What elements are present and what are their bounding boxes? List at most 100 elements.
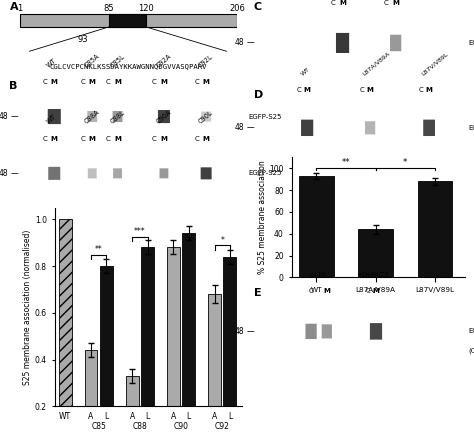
Text: C: C bbox=[42, 136, 47, 142]
FancyBboxPatch shape bbox=[423, 120, 435, 136]
Bar bbox=[418, 181, 452, 277]
Text: C: C bbox=[81, 79, 85, 85]
Text: WT: WT bbox=[59, 412, 71, 421]
FancyBboxPatch shape bbox=[48, 167, 60, 180]
Text: M: M bbox=[203, 136, 210, 142]
Text: *: * bbox=[403, 158, 407, 166]
Text: M: M bbox=[373, 288, 380, 294]
Text: C: C bbox=[152, 136, 157, 142]
Text: CGLCVCPCNKLKSSDAYKKAWGNNQDGVVASQPARV: CGLCVCPCNKLKSSDAYKKAWGNNQDGVVASQPARV bbox=[49, 63, 207, 69]
Text: L87V/V89L: L87V/V89L bbox=[421, 51, 450, 76]
Text: C: C bbox=[42, 79, 47, 85]
Text: —: — bbox=[11, 169, 18, 178]
Text: —: — bbox=[246, 327, 254, 336]
Text: M: M bbox=[367, 87, 374, 94]
Text: WT: WT bbox=[46, 114, 58, 125]
Text: M: M bbox=[203, 79, 210, 85]
Text: C: C bbox=[194, 136, 199, 142]
Text: 206: 206 bbox=[229, 4, 245, 13]
Text: L: L bbox=[228, 412, 232, 421]
Text: 48: 48 bbox=[235, 123, 244, 132]
Text: **: ** bbox=[95, 245, 102, 254]
Text: 48: 48 bbox=[0, 112, 8, 121]
FancyBboxPatch shape bbox=[301, 120, 313, 136]
Text: EGFP-S25: EGFP-S25 bbox=[468, 40, 474, 46]
Text: —: — bbox=[246, 123, 254, 132]
Text: C92A: C92A bbox=[155, 52, 173, 68]
Text: M: M bbox=[161, 79, 167, 85]
Text: C: C bbox=[81, 136, 85, 142]
Bar bbox=[84, 350, 98, 437]
FancyBboxPatch shape bbox=[322, 324, 332, 338]
Text: L87A/V89A: L87A/V89A bbox=[362, 51, 392, 76]
Text: M: M bbox=[114, 79, 121, 85]
Text: M: M bbox=[161, 136, 167, 142]
Y-axis label: S25 membrane association (normalised): S25 membrane association (normalised) bbox=[23, 229, 32, 385]
Text: WT: WT bbox=[46, 57, 58, 68]
Bar bbox=[100, 266, 113, 437]
Text: M: M bbox=[114, 136, 121, 142]
Text: M: M bbox=[89, 136, 96, 142]
Text: C: C bbox=[152, 79, 157, 85]
Text: cont: cont bbox=[311, 272, 327, 278]
FancyBboxPatch shape bbox=[48, 109, 61, 124]
FancyBboxPatch shape bbox=[88, 168, 97, 178]
Text: C92L: C92L bbox=[198, 53, 214, 68]
Text: C90A: C90A bbox=[155, 109, 173, 125]
FancyBboxPatch shape bbox=[305, 324, 317, 339]
Text: EGFP-S25: EGFP-S25 bbox=[248, 114, 282, 120]
Text: A: A bbox=[88, 412, 94, 421]
Bar bbox=[20, 14, 237, 27]
Text: C90: C90 bbox=[173, 422, 189, 431]
Text: 48: 48 bbox=[0, 169, 8, 178]
FancyBboxPatch shape bbox=[390, 35, 401, 51]
Text: A: A bbox=[212, 412, 217, 421]
Text: C: C bbox=[194, 79, 199, 85]
Text: C: C bbox=[330, 0, 335, 6]
FancyBboxPatch shape bbox=[201, 167, 211, 179]
Text: —: — bbox=[11, 112, 18, 121]
Text: M: M bbox=[304, 87, 310, 94]
Bar bbox=[167, 247, 180, 437]
FancyBboxPatch shape bbox=[370, 323, 382, 340]
Text: M: M bbox=[89, 79, 96, 85]
FancyBboxPatch shape bbox=[336, 33, 349, 53]
Bar bbox=[59, 219, 72, 437]
FancyBboxPatch shape bbox=[113, 111, 122, 122]
Text: WT: WT bbox=[300, 66, 311, 76]
Text: L: L bbox=[146, 412, 150, 421]
Text: +DHHC3: +DHHC3 bbox=[356, 272, 388, 278]
Text: 85: 85 bbox=[104, 4, 114, 13]
Text: M: M bbox=[51, 136, 58, 142]
Text: M: M bbox=[392, 0, 399, 6]
FancyBboxPatch shape bbox=[160, 168, 168, 178]
FancyBboxPatch shape bbox=[87, 111, 97, 122]
FancyBboxPatch shape bbox=[365, 121, 375, 135]
Text: C85: C85 bbox=[91, 422, 106, 431]
Text: A: A bbox=[9, 2, 18, 12]
Text: C88: C88 bbox=[133, 422, 147, 431]
Text: C85L: C85L bbox=[109, 53, 126, 68]
Bar bbox=[299, 176, 334, 277]
Text: 48: 48 bbox=[235, 327, 244, 336]
FancyBboxPatch shape bbox=[158, 110, 170, 123]
Text: C: C bbox=[360, 87, 365, 94]
Bar bbox=[208, 294, 221, 437]
Text: C: C bbox=[106, 136, 110, 142]
Bar bbox=[126, 376, 139, 437]
Text: C: C bbox=[106, 79, 110, 85]
Text: 1: 1 bbox=[18, 4, 23, 13]
Text: A: A bbox=[129, 412, 135, 421]
Bar bbox=[358, 229, 393, 277]
Text: M: M bbox=[426, 87, 433, 94]
Text: A: A bbox=[171, 412, 176, 421]
Bar bbox=[223, 257, 237, 437]
Text: 93: 93 bbox=[77, 35, 88, 44]
Text: EGFP-S25: EGFP-S25 bbox=[468, 125, 474, 131]
Text: C: C bbox=[254, 2, 262, 12]
Y-axis label: % S25 membrane association: % S25 membrane association bbox=[257, 160, 266, 274]
Text: —: — bbox=[246, 38, 254, 48]
FancyBboxPatch shape bbox=[201, 111, 211, 121]
Text: (C85/92A): (C85/92A) bbox=[468, 347, 474, 354]
Text: **: ** bbox=[342, 158, 350, 166]
